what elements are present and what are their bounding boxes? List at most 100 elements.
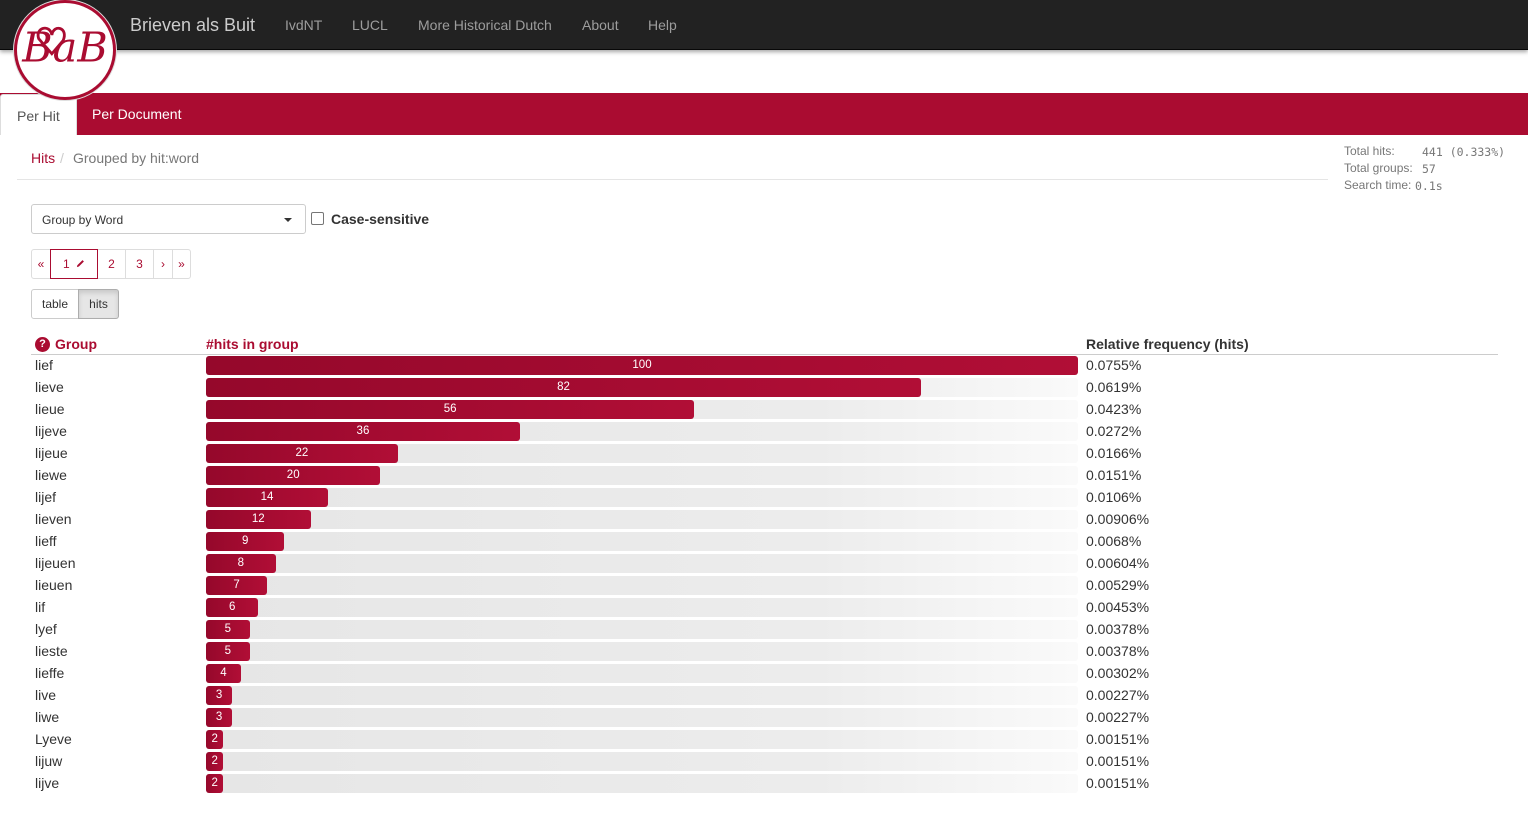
help-icon[interactable]: ? — [35, 337, 50, 352]
group-word: Lyeve — [35, 731, 72, 747]
table-row[interactable]: liewe 20 0.0151% — [31, 465, 1498, 487]
group-word: lieffe — [35, 665, 65, 681]
tab-per-hit[interactable]: Per Hit — [0, 94, 77, 135]
relative-frequency: 0.00906% — [1086, 511, 1150, 527]
hits-bar[interactable]: 9 — [206, 532, 285, 551]
header-divider — [31, 354, 1498, 355]
table-row[interactable]: lijeve 36 0.0272% — [31, 421, 1498, 443]
pagination-first[interactable]: « — [31, 249, 51, 279]
pagination-next[interactable]: › — [153, 249, 173, 279]
relative-frequency: 0.00302% — [1086, 665, 1150, 681]
table-row[interactable]: lief 100 0.0755% — [31, 355, 1498, 377]
relative-frequency: 0.00227% — [1086, 687, 1150, 703]
table-row[interactable]: lijve 2 0.00151% — [31, 773, 1498, 795]
header-hits-in-group[interactable]: #hits in group — [206, 336, 299, 352]
hits-bar[interactable]: 5 — [206, 642, 250, 661]
table-row[interactable]: lieffe 4 0.00302% — [31, 663, 1498, 685]
hits-bar[interactable]: 14 — [206, 488, 329, 507]
hits-bar-track: 7 — [206, 576, 1078, 595]
group-word: lieste — [35, 643, 68, 659]
hits-bar[interactable]: 8 — [206, 554, 276, 573]
table-row[interactable]: lieff 9 0.0068% — [31, 531, 1498, 553]
site-logo[interactable]: BaB — [14, 0, 116, 100]
pagination-page-2[interactable]: 2 — [97, 249, 126, 279]
total-hits-value: 441 (0.333%) — [1422, 145, 1506, 159]
hits-bar[interactable]: 20 — [206, 466, 381, 485]
nav-item-help[interactable]: Help — [648, 17, 677, 33]
pagination-last[interactable]: » — [172, 249, 191, 279]
table-row[interactable]: liwe 3 0.00227% — [31, 707, 1498, 729]
table-row[interactable]: lijeue 22 0.0166% — [31, 443, 1498, 465]
hits-bar-track: 2 — [206, 774, 1078, 793]
relative-frequency: 0.0423% — [1086, 401, 1142, 417]
table-row[interactable]: lieue 56 0.0423% — [31, 399, 1498, 421]
hits-bar-track: 22 — [206, 444, 1078, 463]
relative-frequency: 0.00151% — [1086, 775, 1150, 791]
relative-frequency: 0.0166% — [1086, 445, 1142, 461]
group-word: lieve — [35, 379, 64, 395]
table-row[interactable]: Lyeve 2 0.00151% — [31, 729, 1498, 751]
table-row[interactable]: lieve 82 0.0619% — [31, 377, 1498, 399]
hits-bar[interactable]: 4 — [206, 664, 241, 683]
relative-frequency: 0.00227% — [1086, 709, 1150, 725]
total-groups-value: 57 — [1422, 162, 1436, 176]
table-row[interactable]: lieven 12 0.00906% — [31, 509, 1498, 531]
pagination-page-3[interactable]: 3 — [125, 249, 154, 279]
hits-bar[interactable]: 5 — [206, 620, 250, 639]
relative-frequency: 0.00529% — [1086, 577, 1150, 593]
breadcrumb-hits-link[interactable]: Hits — [31, 150, 56, 166]
hits-bar-track: 2 — [206, 730, 1078, 749]
case-sensitive-label[interactable]: Case-sensitive — [331, 211, 430, 227]
hits-bar[interactable]: 36 — [206, 422, 520, 441]
hits-bar-track: 2 — [206, 752, 1078, 771]
search-totals: Total hits: 441 (0.333%) Total groups: 5… — [1344, 144, 1505, 195]
table-row[interactable]: lijeuen 8 0.00604% — [31, 553, 1498, 575]
case-sensitive-checkbox[interactable] — [311, 212, 324, 225]
relative-frequency: 0.0272% — [1086, 423, 1142, 439]
hits-bar-track: 100 — [206, 356, 1078, 375]
pagination-page-1[interactable]: 1 — [50, 249, 98, 279]
hits-bar-track: 9 — [206, 532, 1078, 551]
table-row[interactable]: lieste 5 0.00378% — [31, 641, 1498, 663]
relative-frequency: 0.0755% — [1086, 357, 1142, 373]
hits-bar-track: 3 — [206, 686, 1078, 705]
group-word: lijeue — [35, 445, 68, 461]
relative-frequency: 0.0619% — [1086, 379, 1142, 395]
header-group[interactable]: Group — [55, 336, 97, 352]
hits-bar[interactable]: 2 — [206, 730, 224, 749]
group-by-select[interactable]: Group by Word — [31, 204, 306, 234]
nav-item-more-historical-dutch[interactable]: More Historical Dutch — [418, 17, 552, 33]
hits-bar-track: 20 — [206, 466, 1078, 485]
table-row[interactable]: lif 6 0.00453% — [31, 597, 1498, 619]
hits-bar[interactable]: 6 — [206, 598, 259, 617]
hits-bar[interactable]: 2 — [206, 752, 224, 771]
table-row[interactable]: live 3 0.00227% — [31, 685, 1498, 707]
view-table-button[interactable]: table — [31, 289, 79, 319]
table-row[interactable]: lieuen 7 0.00529% — [31, 575, 1498, 597]
hits-bar[interactable]: 2 — [206, 774, 224, 793]
nav-item-lucl[interactable]: LUCL — [352, 17, 388, 33]
table-row[interactable]: lijef 14 0.0106% — [31, 487, 1498, 509]
tab-per-document[interactable]: Per Document — [92, 106, 182, 122]
hits-bar[interactable]: 22 — [206, 444, 398, 463]
hits-bar[interactable]: 82 — [206, 378, 922, 397]
hits-bar-track: 14 — [206, 488, 1078, 507]
table-row[interactable]: lijuw 2 0.00151% — [31, 751, 1498, 773]
hits-bar[interactable]: 100 — [206, 356, 1078, 375]
hits-bar-track: 8 — [206, 554, 1078, 573]
breadcrumb-current: Grouped by hit:word — [73, 150, 200, 166]
hits-bar[interactable]: 12 — [206, 510, 311, 529]
hits-bar[interactable]: 3 — [206, 708, 233, 727]
relative-frequency: 0.00151% — [1086, 753, 1150, 769]
hits-bar[interactable]: 7 — [206, 576, 268, 595]
view-hits-button[interactable]: hits — [78, 289, 119, 319]
nav-item-about[interactable]: About — [582, 17, 619, 33]
table-row[interactable]: lyef 5 0.00378% — [31, 619, 1498, 641]
brand-link[interactable]: Brieven als Buit — [130, 15, 256, 35]
hits-bar[interactable]: 3 — [206, 686, 233, 705]
relative-frequency: 0.00604% — [1086, 555, 1150, 571]
relative-frequency: 0.0151% — [1086, 467, 1142, 483]
relative-frequency: 0.00378% — [1086, 643, 1150, 659]
hits-bar[interactable]: 56 — [206, 400, 695, 419]
nav-item-ivdnt[interactable]: IvdNT — [285, 17, 323, 33]
